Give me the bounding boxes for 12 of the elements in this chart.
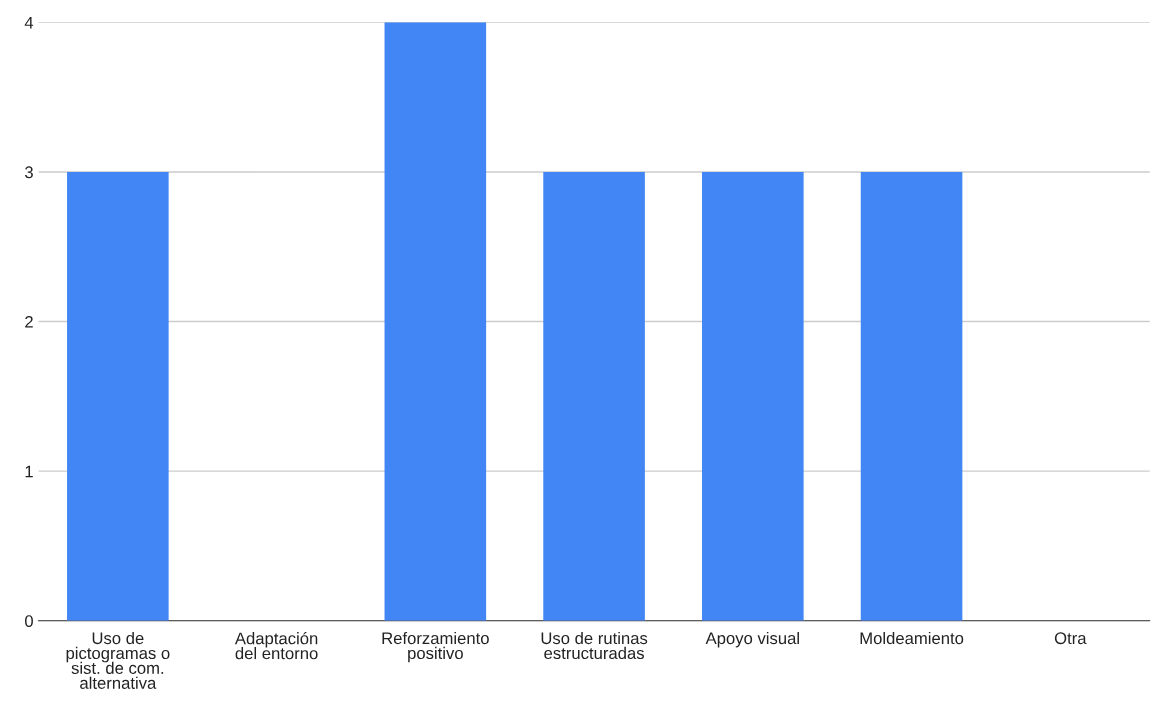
- x-tick-label: Moldeamiento: [860, 631, 964, 645]
- y-tick-label: 4: [24, 16, 34, 29]
- x-tick-label: Adaptación del entorno: [234, 631, 318, 660]
- y-tick-label: 1: [25, 465, 33, 478]
- y-tick-label: 0: [25, 615, 33, 627]
- x-tick-label: Uso de pictogramas o sist. de com. alternativa: [66, 631, 170, 689]
- x-tick-label: Otra: [1054, 632, 1087, 645]
- x-tick-label: Uso de rutinas estructuradas: [541, 631, 648, 660]
- x-tick-label: Apoyo visual: [705, 631, 799, 648]
- x-tick-label: Reforzamiento positivo: [382, 631, 489, 663]
- y-tick-label: 2: [25, 315, 33, 328]
- y-tick-label: 3: [24, 166, 33, 179]
